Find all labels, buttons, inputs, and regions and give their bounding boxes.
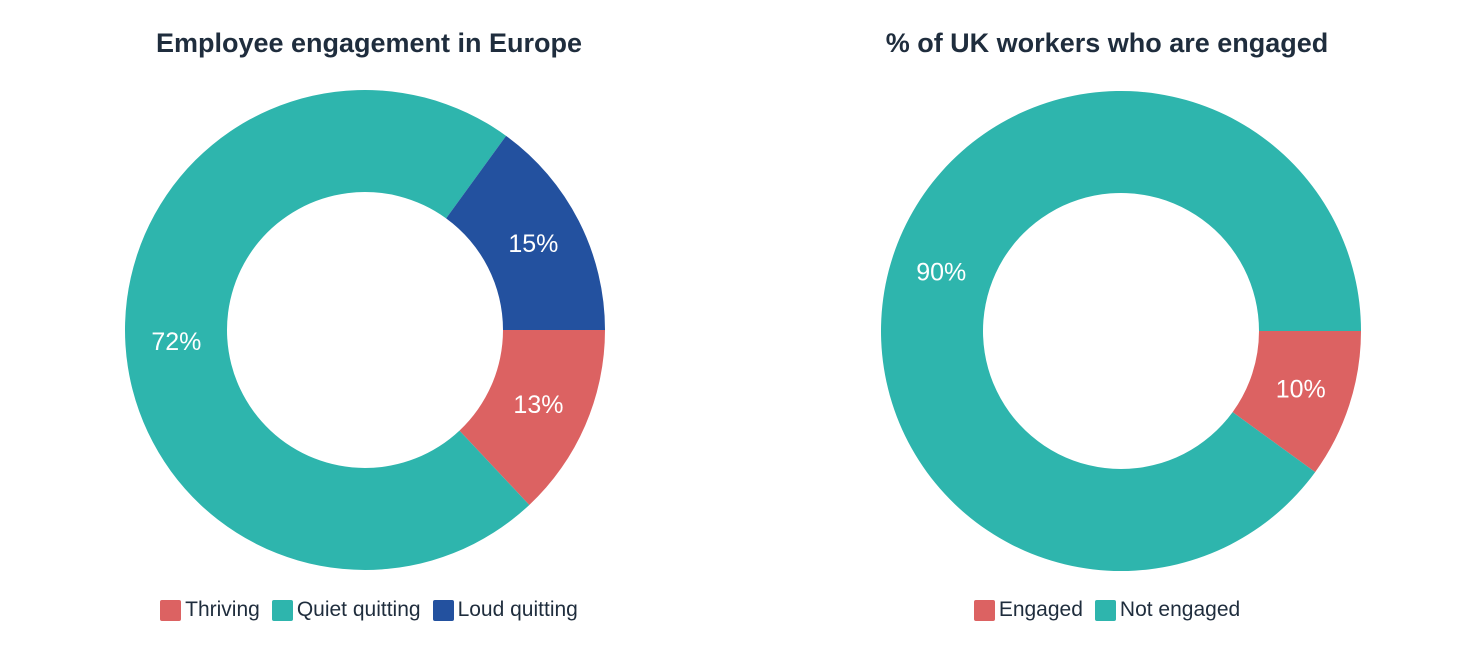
slice-thriving — [459, 330, 605, 505]
legend-label: Quiet quitting — [296, 598, 421, 621]
legend-label: Engaged — [998, 598, 1083, 621]
legend-swatch — [1094, 599, 1116, 621]
legend-item-thriving: Thriving — [160, 598, 260, 622]
slice-not-engaged — [881, 90, 1361, 571]
slice-label-quiet-quitting: 72% — [151, 328, 201, 356]
chart-employee-engagement: Employee engagement in Europe 13% 72% 15% … — [0, 28, 738, 622]
legend-item-loud-quitting: Loud quitting — [432, 598, 578, 622]
slice-label-thriving: 13% — [513, 391, 563, 419]
legend-item-not-engaged: Not engaged — [1094, 598, 1241, 622]
slice-label-engaged: 10% — [1276, 375, 1326, 403]
legend-item-quiet-quitting: Quiet quitting — [271, 598, 421, 622]
donut-chart: 10% 90% — [881, 90, 1361, 571]
legend-label: Thriving — [185, 598, 260, 621]
slice-label-loud-quitting: 15% — [508, 230, 558, 258]
legend-label: Not engaged — [1119, 598, 1241, 621]
legend-swatch — [160, 599, 182, 621]
legend-swatch — [432, 599, 454, 621]
legend-item-engaged: Engaged — [973, 598, 1083, 622]
slice-engaged — [1232, 331, 1361, 473]
legend: Thriving Quiet quitting Loud quitting — [0, 598, 738, 622]
legend-swatch — [973, 599, 995, 621]
chart-uk-workers-engaged: % of UK workers who are engaged 10% 90% E… — [738, 0, 1476, 660]
slice-quiet-quitting — [125, 90, 530, 571]
legend-swatch — [271, 599, 293, 621]
legend: Engaged Not engaged — [738, 598, 1476, 622]
slice-loud-quitting — [446, 135, 605, 330]
chart-title: % of UK workers who are engaged — [885, 28, 1329, 58]
donut-chart: 13% 72% 15% — [125, 90, 605, 571]
chart-title: Employee engagement in Europe — [155, 28, 583, 58]
legend-label: Loud quitting — [457, 598, 578, 621]
slice-label-not-engaged: 90% — [916, 259, 966, 287]
